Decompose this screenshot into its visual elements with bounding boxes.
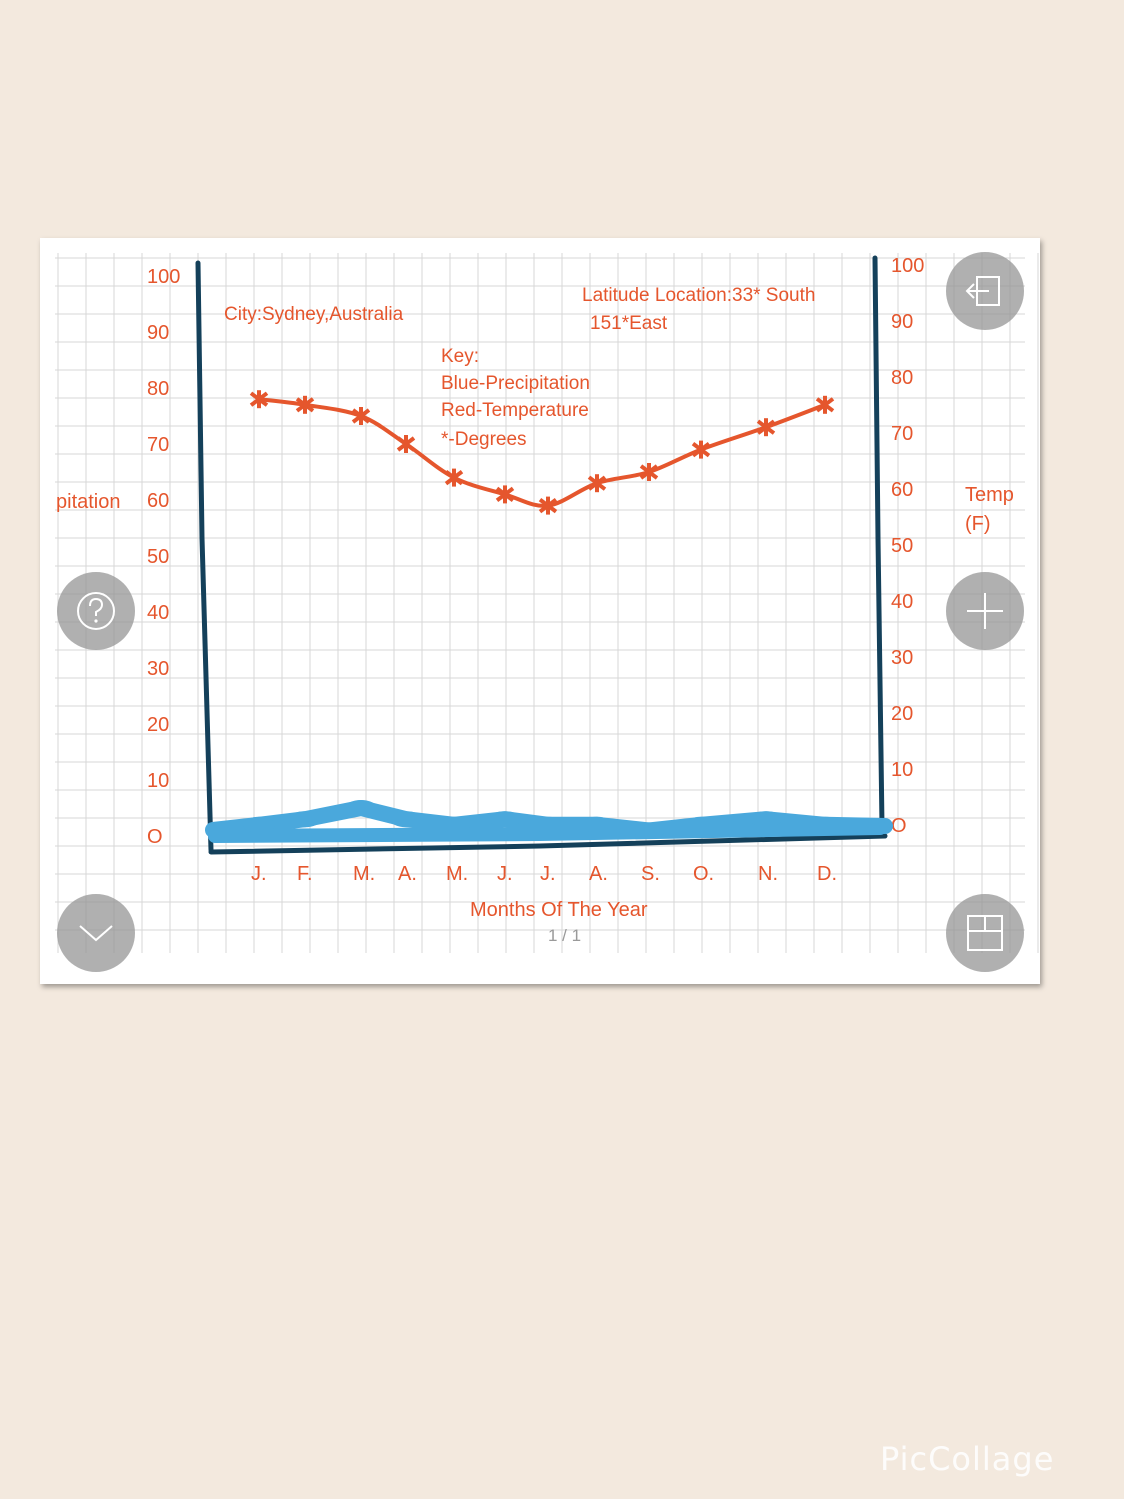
layout-button[interactable]	[946, 894, 1024, 972]
left-axis-ticks: 100 90 80 70 60 50 40 30 20 10 O	[147, 266, 180, 848]
left-tick-label: 20	[147, 714, 169, 736]
temperature-point	[756, 418, 776, 437]
left-tick-label: 30	[147, 658, 169, 680]
location-line-2: 151*East	[590, 313, 668, 334]
month-label: F.	[297, 863, 313, 885]
month-label: A.	[589, 863, 608, 885]
temperature-point	[495, 485, 515, 504]
precipitation-point	[532, 816, 564, 833]
month-label: J.	[251, 863, 267, 885]
temperature-point	[639, 463, 659, 481]
key-item-precipitation: Blue-Precipitation	[441, 373, 590, 394]
temperature-point	[444, 468, 464, 487]
watermark-logo: PicCollage	[880, 1440, 1055, 1478]
right-axis-ticks: 100 90 80 70 60 50 40 30 20 10 O	[891, 255, 924, 837]
month-label: M.	[446, 863, 468, 885]
right-tick-label: 50	[891, 535, 913, 557]
zoom-in-button[interactable]	[946, 572, 1024, 650]
precipitation-point	[345, 800, 377, 816]
help-icon	[77, 592, 115, 630]
left-tick-label: 90	[147, 322, 169, 344]
location-line-1: Latitude Location:33* South	[582, 285, 815, 306]
right-tick-label: 10	[891, 759, 913, 781]
climate-chart: 100 90 80 70 60 50 40 30 20 10 O 100 90 80 70 60 50 40 30…	[55, 253, 1039, 953]
left-axis-line	[195, 260, 214, 853]
temperature-point	[691, 440, 711, 459]
left-tick-label: 60	[147, 490, 169, 512]
precipitation-point	[489, 811, 521, 828]
month-label: N.	[758, 863, 778, 885]
key-title: Key:	[441, 346, 479, 367]
right-tick-label: 90	[891, 311, 913, 333]
right-axis-line	[872, 255, 885, 829]
right-axis-label-line2: (F)	[965, 513, 991, 535]
left-axis-label: pitation	[56, 491, 121, 513]
precipitation-band	[208, 821, 887, 843]
baseline-axis-line	[208, 833, 888, 855]
left-tick-label: 50	[147, 546, 169, 568]
temperature-series	[249, 390, 835, 515]
collapse-button[interactable]	[57, 894, 135, 972]
right-tick-label: 80	[891, 367, 913, 389]
left-tick-label: 100	[147, 266, 180, 288]
back-button[interactable]	[946, 252, 1024, 330]
precipitation-point	[633, 822, 665, 839]
right-tick-label: 100	[891, 255, 924, 277]
month-label: D.	[817, 863, 837, 885]
temperature-point	[538, 496, 558, 515]
page-indicator: 1 / 1	[548, 926, 581, 945]
precipitation-point	[809, 816, 841, 833]
back-arrow-icon	[965, 276, 1000, 306]
right-tick-label: O	[891, 815, 907, 837]
temperature-point	[396, 435, 416, 453]
month-label: O.	[693, 863, 714, 885]
temperature-point	[815, 395, 835, 414]
chart-card: 100 90 80 70 60 50 40 30 20 10 O 100 90 80 70 60 50 40 30…	[40, 238, 1040, 984]
chart-city-title: City:Sydney,Australia	[224, 304, 404, 325]
x-axis-label: Months Of The Year	[470, 899, 648, 921]
temperature-point	[249, 390, 269, 409]
month-label: M.	[353, 863, 375, 885]
temperature-point	[351, 407, 371, 425]
chevron-down-icon	[79, 925, 113, 942]
precipitation-point	[390, 811, 422, 828]
precipitation-point	[438, 816, 470, 833]
right-tick-label: 60	[891, 479, 913, 501]
key-item-temperature: Red-Temperature	[441, 400, 589, 421]
precipitation-point	[243, 816, 275, 833]
right-tick-label: 40	[891, 591, 913, 613]
left-tick-label: 80	[147, 378, 169, 400]
left-tick-label: 40	[147, 602, 169, 624]
key-item-degrees: *-Degrees	[441, 429, 527, 450]
month-label: S.	[641, 863, 660, 885]
left-tick-label: O	[147, 826, 163, 848]
right-axis-label-line1: Temp	[965, 484, 1014, 506]
left-tick-label: 70	[147, 434, 169, 456]
help-button[interactable]	[57, 572, 135, 650]
precipitation-point	[750, 811, 782, 828]
precipitation-series	[205, 800, 893, 843]
month-label: J.	[540, 863, 556, 885]
month-label: A.	[398, 863, 417, 885]
grid-layout-icon	[967, 915, 1003, 951]
right-tick-label: 70	[891, 423, 913, 445]
right-tick-label: 20	[891, 703, 913, 725]
month-tick-labels: J. F. M. A. M. J. J. A. S. O. N. D.	[251, 863, 837, 885]
temperature-point	[295, 395, 315, 414]
right-tick-label: 30	[891, 647, 913, 669]
precipitation-point	[289, 811, 321, 828]
precipitation-point	[581, 816, 613, 833]
left-tick-label: 10	[147, 770, 169, 792]
precipitation-point	[685, 816, 717, 833]
temperature-point	[587, 474, 607, 493]
plus-icon	[967, 593, 1003, 629]
month-label: J.	[497, 863, 513, 885]
